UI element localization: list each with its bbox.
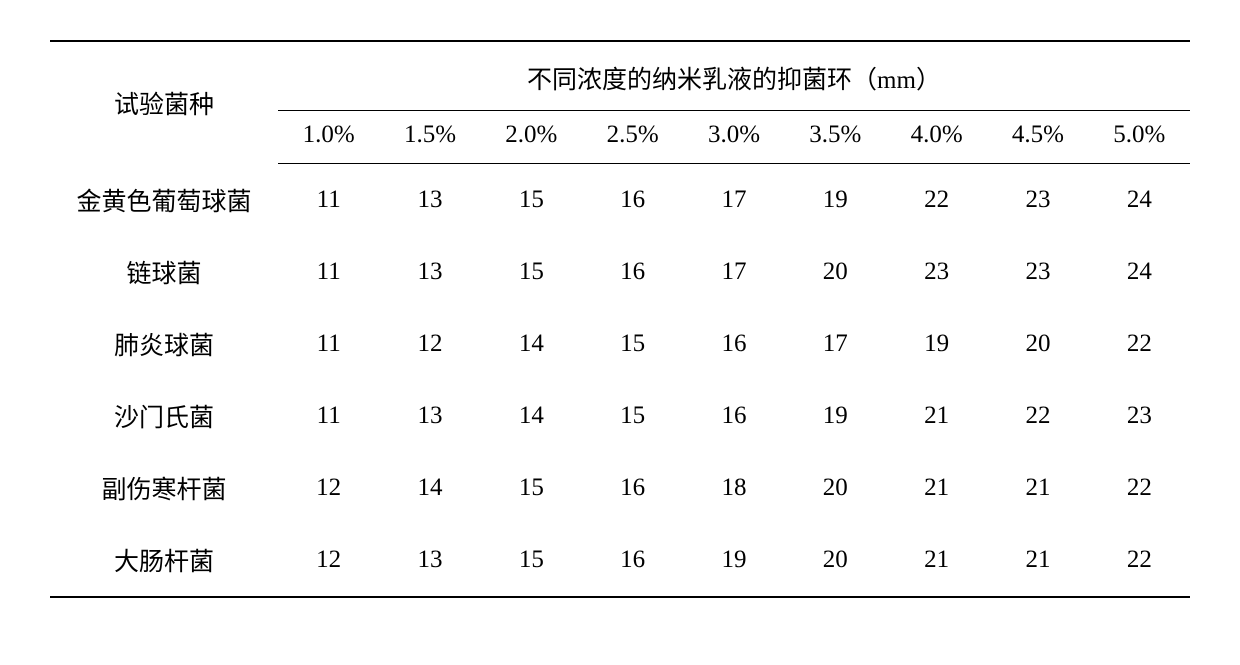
value-cell: 23 <box>987 236 1088 308</box>
value-cell: 11 <box>278 164 379 236</box>
value-cell: 19 <box>785 380 886 452</box>
value-cell: 17 <box>683 236 784 308</box>
table-row: 沙门氏菌 11 13 14 15 16 19 21 22 23 <box>50 380 1190 452</box>
value-cell: 22 <box>1089 308 1190 380</box>
value-cell: 23 <box>987 164 1088 236</box>
value-cell: 23 <box>1089 380 1190 452</box>
value-cell: 15 <box>481 452 582 524</box>
species-cell: 大肠杆菌 <box>50 524 278 597</box>
value-cell: 19 <box>785 164 886 236</box>
table-row: 副伤寒杆菌 12 14 15 16 18 20 21 21 22 <box>50 452 1190 524</box>
value-cell: 13 <box>379 236 480 308</box>
value-cell: 11 <box>278 380 379 452</box>
value-cell: 14 <box>481 308 582 380</box>
value-cell: 15 <box>481 524 582 597</box>
value-cell: 24 <box>1089 164 1190 236</box>
spanner-label: 不同浓度的纳米乳液的抑菌环（mm） <box>278 41 1190 111</box>
col-conc: 1.0% <box>278 111 379 164</box>
value-cell: 20 <box>987 308 1088 380</box>
table-row: 金黄色葡萄球菌 11 13 15 16 17 19 22 23 24 <box>50 164 1190 236</box>
table-row: 肺炎球菌 11 12 14 15 16 17 19 20 22 <box>50 308 1190 380</box>
table-row: 大肠杆菌 12 13 15 16 19 20 21 21 22 <box>50 524 1190 597</box>
value-cell: 15 <box>481 164 582 236</box>
value-cell: 16 <box>683 380 784 452</box>
value-cell: 14 <box>481 380 582 452</box>
inhibition-zone-table: 试验菌种 不同浓度的纳米乳液的抑菌环（mm） 1.0% 1.5% 2.0% 2.… <box>50 40 1190 598</box>
value-cell: 16 <box>582 452 683 524</box>
value-cell: 16 <box>582 236 683 308</box>
value-cell: 20 <box>785 236 886 308</box>
col-conc: 2.0% <box>481 111 582 164</box>
value-cell: 11 <box>278 236 379 308</box>
value-cell: 20 <box>785 452 886 524</box>
value-cell: 22 <box>987 380 1088 452</box>
value-cell: 15 <box>582 308 683 380</box>
value-cell: 17 <box>785 308 886 380</box>
table-header-row-1: 试验菌种 不同浓度的纳米乳液的抑菌环（mm） <box>50 41 1190 111</box>
col-conc: 2.5% <box>582 111 683 164</box>
value-cell: 21 <box>987 452 1088 524</box>
species-cell: 沙门氏菌 <box>50 380 278 452</box>
value-cell: 20 <box>785 524 886 597</box>
value-cell: 21 <box>886 524 987 597</box>
col-conc: 4.0% <box>886 111 987 164</box>
species-cell: 链球菌 <box>50 236 278 308</box>
value-cell: 15 <box>481 236 582 308</box>
species-cell: 金黄色葡萄球菌 <box>50 164 278 236</box>
value-cell: 16 <box>683 308 784 380</box>
col-conc: 3.5% <box>785 111 886 164</box>
value-cell: 12 <box>278 524 379 597</box>
value-cell: 11 <box>278 308 379 380</box>
value-cell: 24 <box>1089 236 1190 308</box>
value-cell: 16 <box>582 164 683 236</box>
row-header-label: 试验菌种 <box>50 41 278 164</box>
value-cell: 17 <box>683 164 784 236</box>
table-body: 金黄色葡萄球菌 11 13 15 16 17 19 22 23 24 链球菌 1… <box>50 164 1190 597</box>
value-cell: 22 <box>886 164 987 236</box>
col-conc: 4.5% <box>987 111 1088 164</box>
value-cell: 22 <box>1089 452 1190 524</box>
value-cell: 13 <box>379 380 480 452</box>
species-cell: 肺炎球菌 <box>50 308 278 380</box>
value-cell: 14 <box>379 452 480 524</box>
value-cell: 19 <box>683 524 784 597</box>
value-cell: 12 <box>379 308 480 380</box>
value-cell: 21 <box>987 524 1088 597</box>
species-cell: 副伤寒杆菌 <box>50 452 278 524</box>
value-cell: 15 <box>582 380 683 452</box>
value-cell: 12 <box>278 452 379 524</box>
value-cell: 18 <box>683 452 784 524</box>
value-cell: 21 <box>886 452 987 524</box>
value-cell: 21 <box>886 380 987 452</box>
value-cell: 19 <box>886 308 987 380</box>
value-cell: 22 <box>1089 524 1190 597</box>
col-conc: 3.0% <box>683 111 784 164</box>
col-conc: 1.5% <box>379 111 480 164</box>
value-cell: 16 <box>582 524 683 597</box>
value-cell: 13 <box>379 164 480 236</box>
value-cell: 23 <box>886 236 987 308</box>
value-cell: 13 <box>379 524 480 597</box>
col-conc: 5.0% <box>1089 111 1190 164</box>
table-row: 链球菌 11 13 15 16 17 20 23 23 24 <box>50 236 1190 308</box>
